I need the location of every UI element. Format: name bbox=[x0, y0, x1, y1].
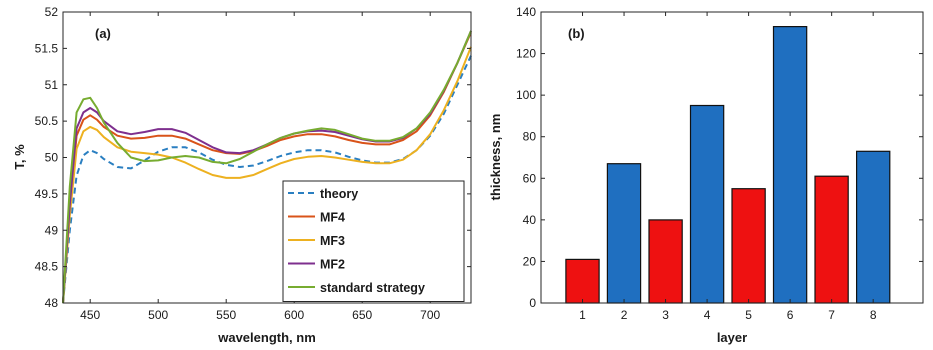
x-tick-label: 450 bbox=[80, 308, 100, 322]
x-tick-label: 7 bbox=[828, 308, 835, 322]
x-tick-label: 650 bbox=[352, 308, 372, 322]
x-tick-label: 600 bbox=[284, 308, 304, 322]
bar-layer-2 bbox=[606, 163, 642, 304]
panel-a-line-chart: 450 500 550 600 650 700 48 48.5 49 49.5 50 50.5 51 51… bbox=[12, 5, 472, 345]
panel-a-label: (a) bbox=[95, 26, 111, 41]
x-tick-label: 6 bbox=[787, 308, 794, 322]
y-tick-label: 100 bbox=[516, 88, 536, 102]
legend-label-mf2: MF2 bbox=[320, 258, 345, 272]
x-tick-label: 1 bbox=[579, 308, 586, 322]
y-tick-label: 50.5 bbox=[35, 114, 59, 128]
series-line-standard-strategy bbox=[62, 30, 472, 304]
panel-b-frame bbox=[540, 11, 924, 304]
x-tick-label: 4 bbox=[704, 308, 711, 322]
y-tick-label: 51.5 bbox=[35, 41, 59, 55]
y-tick-label: 49.5 bbox=[35, 187, 59, 201]
y-tick-label: 51 bbox=[45, 78, 59, 92]
y-tick-label: 120 bbox=[516, 47, 536, 61]
legend-label-theory: theory bbox=[320, 187, 358, 201]
bar-layer-4 bbox=[689, 104, 725, 304]
legend-label-mf4: MF4 bbox=[320, 211, 345, 225]
y-tick-label: 140 bbox=[516, 5, 536, 19]
series-line-mf3 bbox=[62, 46, 472, 304]
y-tick-label: 49 bbox=[45, 223, 59, 237]
y-tick-label: 48 bbox=[45, 296, 59, 310]
x-tick-label: 5 bbox=[745, 308, 752, 322]
x-tick-label: 2 bbox=[621, 308, 628, 322]
bar-layer-8 bbox=[855, 150, 891, 304]
legend-label-mf3: MF3 bbox=[320, 234, 345, 248]
bar-layer-7 bbox=[814, 175, 849, 304]
x-tick-label: 700 bbox=[420, 308, 440, 322]
y-tick-label: 20 bbox=[523, 254, 537, 268]
y-tick-label: 52 bbox=[45, 5, 59, 19]
panel-a-axes: 450 500 550 600 650 700 48 48.5 49 49.5 50 50.5 51 51… bbox=[35, 5, 472, 322]
bar-layer-6 bbox=[772, 26, 808, 304]
y-tick-label: 48.5 bbox=[35, 260, 59, 274]
panel-a-legend: theory MF4 MF3 MF2 standard strategy bbox=[282, 180, 465, 302]
panel-a-x-axis-title: wavelength, nm bbox=[217, 330, 316, 345]
panel-b-label: (b) bbox=[568, 26, 585, 41]
y-tick-label: 60 bbox=[523, 171, 537, 185]
panel-b-x-axis-title: layer bbox=[717, 330, 747, 345]
panel-b-bars bbox=[565, 26, 891, 304]
legend-box bbox=[282, 180, 465, 302]
y-tick-label: 50 bbox=[45, 151, 59, 165]
x-tick-label: 3 bbox=[662, 308, 669, 322]
y-tick-label: 0 bbox=[529, 296, 536, 310]
x-tick-label: 8 bbox=[870, 308, 877, 322]
bar-layer-3 bbox=[648, 219, 683, 304]
y-tick-label: 40 bbox=[523, 213, 537, 227]
panel-b-y-axis-title: thickness, nm bbox=[488, 114, 503, 201]
legend-label-standard-strategy: standard strategy bbox=[320, 281, 425, 295]
x-tick-label: 550 bbox=[216, 308, 236, 322]
panel-a-y-axis-title: T, % bbox=[12, 144, 27, 170]
y-tick-label: 80 bbox=[523, 130, 537, 144]
x-tick-label: 500 bbox=[148, 308, 168, 322]
bar-layer-1 bbox=[565, 258, 600, 304]
bar-layer-5 bbox=[731, 188, 766, 304]
panel-a-series-group bbox=[62, 30, 472, 304]
